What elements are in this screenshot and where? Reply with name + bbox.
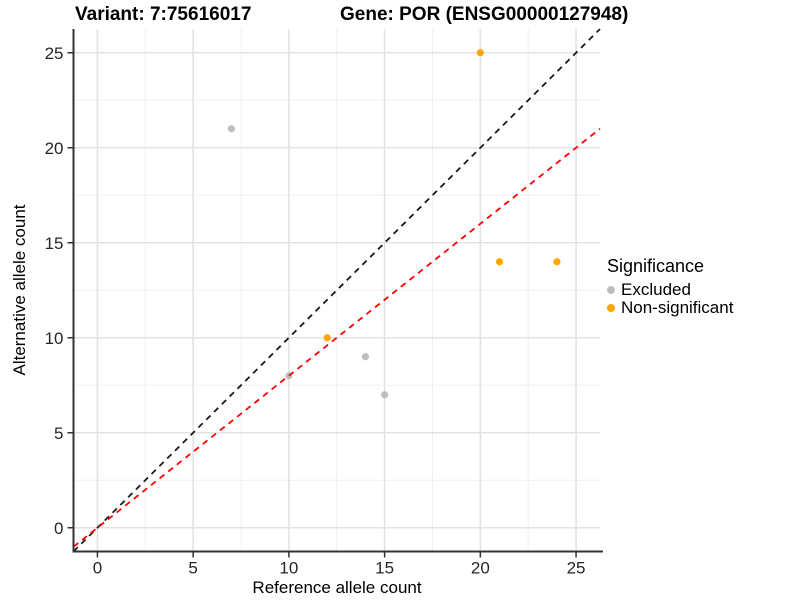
y-tick-label: 5 — [54, 424, 63, 443]
legend-dot-icon — [607, 286, 615, 294]
x-tick-label: 0 — [93, 559, 102, 578]
legend-title: Significance — [607, 256, 705, 276]
y-tick-label: 20 — [45, 139, 64, 158]
legend-item-excluded: Excluded — [607, 280, 733, 299]
point-non-significant — [495, 258, 504, 266]
plot-title-variant: Variant: 7:75616017 — [75, 4, 252, 25]
identity-line — [72, 28, 601, 553]
point-excluded — [381, 391, 389, 399]
legend-items: Excluded Non-significant — [607, 280, 734, 317]
point-non-significant — [476, 49, 484, 57]
legend-item-label: Excluded — [621, 280, 691, 299]
x-tick-label: 20 — [471, 559, 490, 578]
legend: Significance Excluded Non-significant — [607, 256, 733, 317]
plot-title-gene: Gene: POR (ENSG00000127948) — [340, 4, 629, 25]
legend-item-label: Non-significant — [621, 298, 734, 317]
x-tick-label: 25 — [567, 559, 586, 578]
legend-dot-icon — [607, 304, 615, 312]
x-tick-label: 5 — [188, 559, 197, 578]
x-tick-label: 10 — [279, 559, 298, 578]
y-tick-label: 25 — [45, 44, 64, 63]
point-excluded — [361, 353, 370, 361]
y-tick-label: 15 — [45, 234, 64, 253]
y-axis-title: Alternative allele count — [10, 204, 29, 376]
point-excluded — [227, 125, 236, 133]
point-non-significant — [553, 258, 561, 266]
point-non-significant — [323, 334, 331, 342]
legend-item-non-significant: Non-significant — [607, 298, 734, 317]
x-tick-label: 15 — [375, 559, 394, 578]
y-tick-label: 0 — [54, 519, 63, 538]
x-axis-title: Reference allele count — [252, 578, 422, 597]
y-tick-label: 10 — [45, 329, 64, 348]
fit-line — [72, 128, 601, 548]
